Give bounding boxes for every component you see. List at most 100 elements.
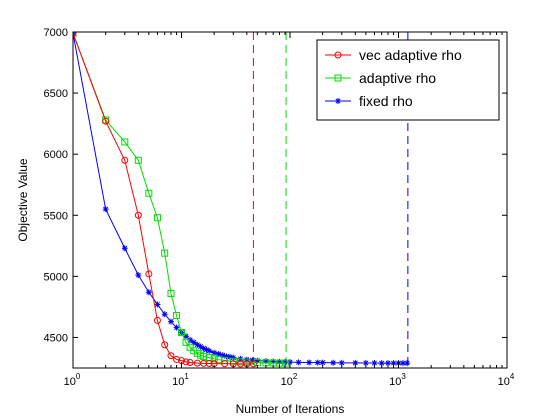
- series-3-point: [145, 289, 152, 296]
- series-3-point: [161, 311, 168, 318]
- series-3-point: [211, 349, 218, 356]
- series-3-point: [167, 318, 174, 325]
- series-3-point: [194, 341, 201, 348]
- y-tick-label: 5500: [44, 210, 68, 222]
- series-3-point: [330, 359, 337, 366]
- series-3-point: [173, 324, 180, 331]
- series-3-point: [197, 343, 204, 350]
- series-1-point: [73, 32, 77, 37]
- y-tick-label: 7000: [44, 27, 68, 39]
- legend-swatch-marker: [334, 74, 342, 82]
- series-3-point: [399, 360, 406, 367]
- series-3-point: [223, 353, 230, 360]
- series-3-point: [295, 359, 302, 366]
- legend-entry-1: vec adaptive rho: [325, 47, 462, 63]
- series-3-point: [352, 359, 359, 366]
- series-3-point: [187, 336, 194, 343]
- legend-label: adaptive rho: [359, 70, 436, 86]
- series-2-point: [178, 329, 185, 337]
- series-1-point: [121, 156, 129, 164]
- series-3-point: [390, 360, 397, 367]
- series-1-point: [167, 352, 175, 360]
- series-1-point: [161, 341, 169, 349]
- series-3-point: [135, 272, 142, 279]
- series-2-point: [134, 156, 142, 164]
- series-1-point: [249, 360, 257, 368]
- x-tick-base: 10: [172, 376, 184, 388]
- series-1-point: [186, 359, 194, 367]
- series-3-point: [282, 359, 289, 366]
- y-tick-label: 4500: [44, 332, 68, 344]
- series-3-point: [378, 360, 385, 367]
- series-2-point: [145, 189, 153, 197]
- series-1-point: [205, 359, 213, 367]
- series-3-point: [154, 301, 161, 308]
- x-axis: 100 101 102 103 104: [64, 32, 515, 388]
- legend-label: vec adaptive rho: [359, 47, 462, 63]
- x-tick-label: 104: [498, 372, 515, 388]
- series-3-point: [384, 360, 391, 367]
- x-tick-label: 102: [281, 372, 298, 388]
- series-3-point: [270, 358, 277, 365]
- x-tick-exponent: 2: [293, 372, 298, 381]
- x-axis-label: Number of Iterations: [236, 402, 345, 416]
- y-tick-label: 6000: [44, 149, 68, 161]
- y-tick-label: 6500: [44, 88, 68, 100]
- series-1-point: [173, 355, 181, 363]
- x-tick-exponent: 0: [76, 372, 81, 381]
- x-tick-base: 10: [281, 376, 293, 388]
- legend: vec adaptive rho adaptive rho fixed rho: [316, 39, 500, 121]
- series-3-point: [203, 346, 210, 353]
- x-tick-base: 10: [64, 376, 76, 388]
- series-3-point: [338, 359, 345, 366]
- legend-swatch-marker: [335, 98, 341, 104]
- series-1-point: [153, 316, 161, 324]
- series-2-point: [186, 343, 194, 351]
- series-2-point: [182, 338, 190, 346]
- series-3-point: [262, 358, 269, 365]
- series-2-point: [153, 214, 161, 222]
- series-3-point: [200, 345, 207, 352]
- series-3-point: [254, 357, 261, 364]
- series-1-point: [182, 358, 190, 366]
- series-3-point: [362, 359, 369, 366]
- series-2-point: [210, 355, 218, 363]
- series-3-point: [276, 358, 283, 365]
- series-3-point: [219, 352, 226, 359]
- series-2-point: [121, 138, 129, 146]
- series-1-point: [102, 117, 110, 125]
- series-3-point: [314, 359, 321, 366]
- legend-box: [316, 39, 500, 121]
- series-3-point: [227, 354, 234, 361]
- legend-entry-2: adaptive rho: [325, 70, 436, 86]
- series-1-point: [145, 270, 153, 278]
- x-tick-base: 10: [389, 376, 401, 388]
- series-1-point: [134, 211, 142, 219]
- legend-swatch-marker: [334, 51, 342, 59]
- x-tick-exponent: 3: [401, 372, 406, 381]
- series-2-point: [282, 359, 290, 367]
- x-tick-label: 101: [172, 372, 189, 388]
- series-2-point: [167, 289, 175, 297]
- legend-label: fixed rho: [359, 93, 413, 109]
- series-3-point: [371, 359, 378, 366]
- x-tick-label: 100: [64, 372, 81, 388]
- series-3-point: [243, 356, 250, 363]
- series-3-point: [230, 354, 237, 361]
- x-tick-base: 10: [498, 376, 510, 388]
- series-2-point: [229, 357, 237, 365]
- series-3-point: [206, 347, 213, 354]
- x-tick-label: 103: [389, 372, 406, 388]
- series-3-point: [404, 360, 411, 367]
- series-3-point: [190, 339, 197, 346]
- series-1-point: [221, 360, 229, 368]
- y-tick-label: 5000: [44, 271, 68, 283]
- series-3-point: [215, 350, 222, 357]
- series-3-point: [249, 357, 256, 364]
- y-axis: 4500 5000 5500 6000 6500 7000: [44, 27, 507, 344]
- series-2-point: [161, 249, 169, 257]
- series-3-point: [121, 245, 128, 252]
- series-3-point: [102, 206, 109, 213]
